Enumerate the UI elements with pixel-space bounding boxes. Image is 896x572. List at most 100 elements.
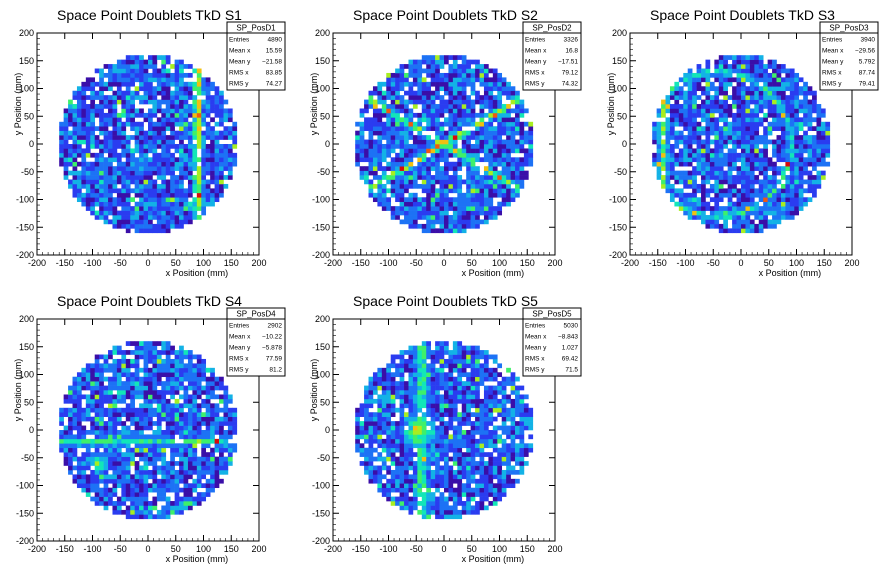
heatmap-cell [170,434,175,440]
heatmap-cell [386,148,392,154]
heatmap-cell [727,64,733,69]
heatmap-cell [201,152,207,158]
heatmap-cell [134,139,140,145]
heatmap-cell [763,64,768,69]
heatmap-cell [112,403,118,409]
heatmap-cell [161,81,167,87]
heatmap-cell [139,130,144,136]
heatmap-cell [103,487,109,493]
heatmap-cell [112,434,118,440]
heatmap-cell [68,465,73,471]
heatmap-cell [156,363,162,369]
heatmap-cell [174,144,180,149]
heatmap-cell [470,117,476,123]
heatmap-cell [156,487,162,493]
heatmap-cell [227,144,233,149]
heatmap-cell [161,148,167,154]
heatmap-cell [772,210,777,216]
heatmap-cell [94,403,100,409]
heatmap-cell [705,130,711,136]
heatmap-cell [174,77,180,83]
heatmap-cell [152,197,158,203]
heatmap-cell [192,183,198,189]
heatmap-cell [103,86,109,92]
heatmap-cell [763,99,768,105]
heatmap-cell [156,367,162,373]
heatmap-cell [452,121,458,127]
heatmap-cell [210,456,215,462]
heatmap-cell [794,175,800,180]
heatmap-cell [165,390,171,395]
heatmap-cell [727,152,733,158]
heatmap-cell [780,201,786,207]
heatmap-cell [116,452,122,457]
heatmap-cell [515,166,520,171]
heatmap-cell [426,81,431,87]
heatmap-cell [201,210,207,216]
heatmap-cell [705,166,711,171]
heatmap-cell [161,152,167,158]
heatmap-cell [201,456,207,462]
heatmap-cell [130,376,135,382]
heatmap-cell [741,135,746,140]
heatmap-cell [359,130,365,136]
heatmap-cell [174,505,180,511]
heatmap-cell [705,179,711,185]
heatmap-cell [776,121,782,127]
heatmap-cell [81,425,87,431]
heatmap-cell [701,108,706,114]
heatmap-cell [705,219,711,225]
heatmap-cell [718,152,724,158]
heatmap-cell [461,206,467,211]
heatmap-cell [179,505,184,511]
heatmap-cell [192,354,198,360]
heatmap-cell [68,447,73,453]
heatmap-cell [179,452,184,457]
heatmap-cell [727,179,733,185]
heatmap-cell [227,166,233,171]
heatmap-cell [179,461,184,466]
heatmap-cell [372,90,378,96]
heatmap-cell [444,170,449,176]
heatmap-cell [227,456,233,462]
heatmap-cell [85,385,91,391]
heatmap-cell [116,358,122,364]
heatmap-cell [165,412,171,417]
heatmap-cell [112,188,118,194]
heatmap-cell [134,363,140,369]
heatmap-cell [183,487,189,493]
heatmap-cell [156,465,162,471]
heatmap-cell [103,201,109,207]
heatmap-cell [780,170,786,176]
heatmap-cell [475,166,480,171]
heatmap-cell [386,179,392,185]
heatmap-cell [187,505,193,511]
heatmap-cell [417,77,423,83]
heatmap-cell [192,394,198,400]
heatmap-cell [108,157,113,163]
heatmap-cell [519,130,525,136]
heatmap-cell [94,197,100,203]
heatmap-cell [803,201,808,207]
heatmap-cell [121,59,127,65]
heatmap-cell [170,385,175,391]
heatmap-cell [767,157,773,163]
heatmap-cell [692,166,697,171]
heatmap-cell [399,179,405,185]
heatmap-cell [94,126,100,131]
heatmap-cell [763,112,768,118]
y-tick-label: 0 [325,139,330,149]
heatmap-cell [448,139,454,145]
heatmap-cell [452,210,458,216]
y-tick-label: -200 [312,250,330,260]
heatmap-cell [179,99,184,105]
heatmap-cell [196,144,202,149]
heatmap-cell [108,72,113,78]
heatmap-cell [696,188,702,194]
heatmap-cell [76,416,82,422]
heatmap-cell [192,465,198,471]
heatmap-cell [68,394,73,400]
heatmap-cell [99,112,104,118]
heatmap-cell [156,228,162,234]
heatmap-cell [426,126,431,131]
